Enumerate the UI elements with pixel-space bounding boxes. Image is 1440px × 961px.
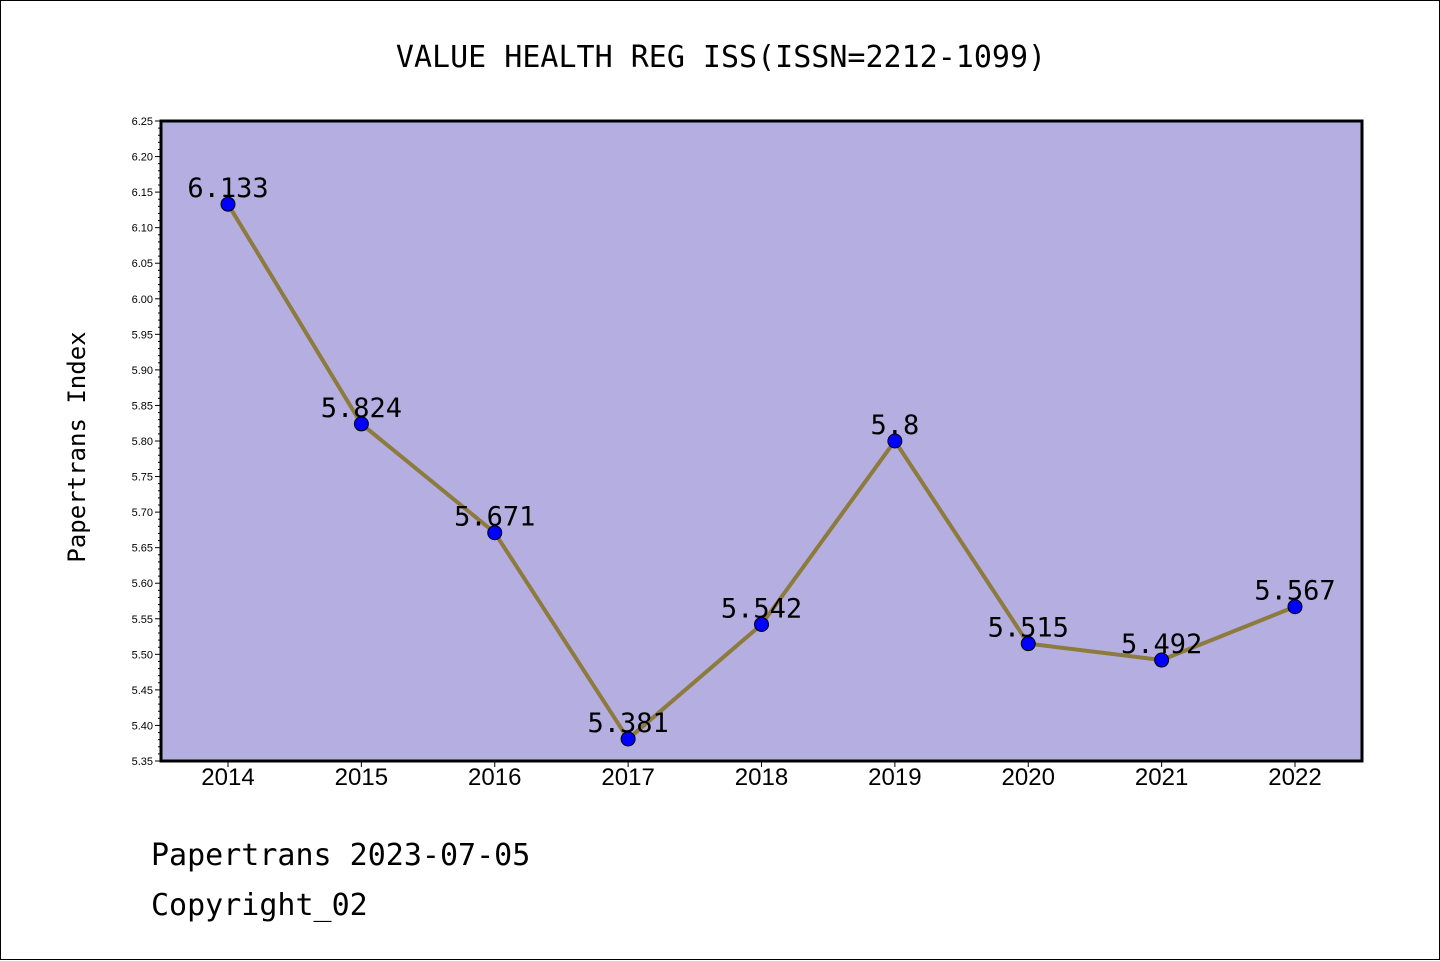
x-tick-label: 2018 (735, 764, 788, 791)
y-tick-label: 5.50 (132, 649, 153, 661)
footer-copyright: Copyright_02 (151, 888, 368, 923)
data-labels: 6.133 5.824 5.671 5.381 5.542 5.8 5.515 5.492 5.… (187, 173, 1335, 739)
data-label: 5.492 (1121, 629, 1202, 660)
data-label: 5.515 (988, 613, 1069, 644)
x-tick-label: 2017 (601, 764, 654, 791)
data-point (1287, 599, 1303, 615)
x-tick-label: 2021 (1135, 764, 1188, 791)
data-point (353, 416, 369, 432)
x-tick-label: 2014 (201, 764, 254, 791)
y-tick-label: 5.75 (132, 472, 153, 484)
y-tick-label: 6.00 (132, 294, 153, 306)
y-tick-label: 5.55 (132, 614, 153, 626)
data-label: 5.381 (587, 708, 668, 739)
data-point (487, 525, 503, 541)
y-tick-label: 6.05 (132, 258, 153, 270)
x-tick-label: 2020 (1002, 764, 1055, 791)
data-label: 6.133 (187, 173, 268, 204)
y-axis-label: Papertrans Index (63, 331, 91, 562)
y-tick-label: 5.65 (132, 543, 153, 555)
y-tick-label: 6.20 (132, 152, 153, 164)
plot-area (159, 119, 1364, 763)
chart-title: VALUE HEALTH REG ISS(ISSN=2212-1099) (396, 40, 1046, 75)
y-tick-label: 5.90 (132, 365, 153, 377)
data-label: 5.8 (870, 410, 919, 441)
data-label: 5.542 (721, 593, 802, 624)
y-tick-label: 5.45 (132, 685, 153, 697)
x-tick-label: 2016 (468, 764, 521, 791)
data-point (620, 731, 636, 747)
y-axis: 5.35 5.40 5.45 5.50 5.55 5.60 5.65 5.70 5.75 5.80… (132, 116, 161, 768)
data-point (1154, 652, 1170, 668)
y-tick-label: 5.40 (132, 720, 153, 732)
data-label: 5.824 (321, 393, 402, 424)
footer-date: Papertrans 2023-07-05 (151, 838, 530, 873)
y-tick-label: 6.10 (132, 223, 153, 235)
series-markers (220, 196, 1303, 747)
y-tick-label: 6.15 (132, 187, 153, 199)
y-tick-label: 5.35 (132, 756, 153, 768)
data-point (1020, 636, 1036, 652)
data-point (887, 433, 903, 449)
x-tick-label: 2022 (1268, 764, 1321, 791)
data-point (220, 196, 236, 212)
y-tick-label: 6.25 (132, 116, 153, 128)
y-tick-label: 5.60 (132, 578, 153, 590)
data-label: 5.671 (454, 502, 535, 533)
x-tick-label: 2019 (868, 764, 921, 791)
y-tick-label: 5.80 (132, 436, 153, 448)
data-label: 5.567 (1254, 576, 1335, 607)
y-tick-label: 5.70 (132, 507, 153, 519)
x-axis: 2014 2015 2016 2017 2018 2019 2020 2021 2022 (201, 761, 1322, 791)
y-tick-label: 5.85 (132, 400, 153, 412)
x-tick-label: 2015 (335, 764, 388, 791)
data-point (754, 616, 769, 632)
y-tick-label: 5.95 (132, 329, 153, 341)
